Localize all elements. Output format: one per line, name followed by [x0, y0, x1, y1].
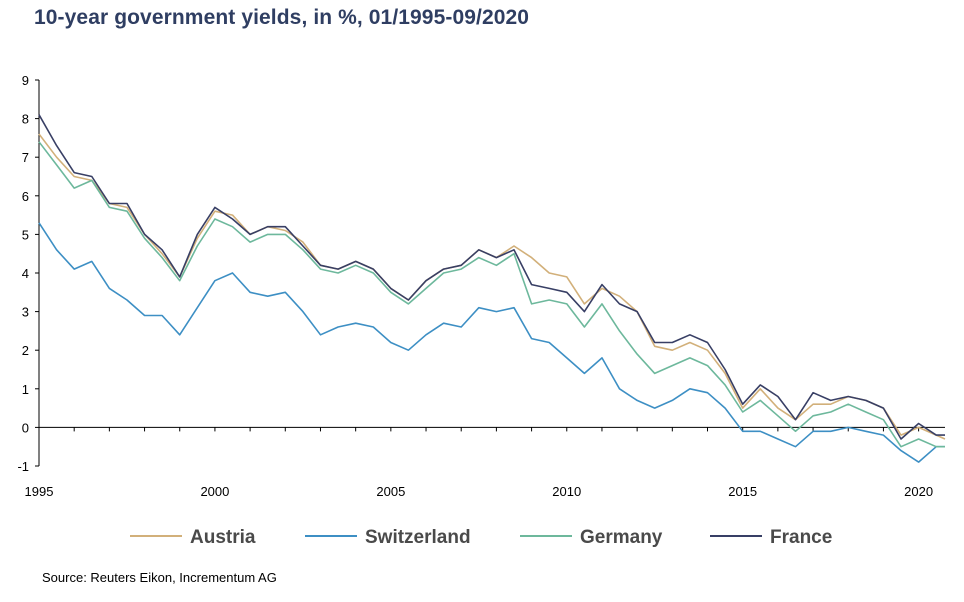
y-tick-label: 0 [22, 420, 29, 435]
series-lines [38, 114, 946, 463]
legend: Austria Switzerland Germany France [130, 527, 832, 548]
y-tick-label: 2 [22, 343, 29, 358]
x-tick-label: 2005 [376, 484, 405, 499]
axes: -1 0 1 2 3 4 5 6 7 8 9 1995 2000 2005 2010 2015 2020 [17, 73, 945, 499]
x-tick-label: 2010 [552, 484, 581, 499]
x-tick-label: 2015 [728, 484, 757, 499]
legend-label: Germany [580, 527, 663, 548]
y-tick-label: 5 [22, 227, 29, 242]
y-tick-label: 3 [22, 305, 29, 320]
series-line-switzerland [38, 222, 945, 463]
y-tick-label: 6 [22, 189, 29, 204]
y-tick-label: -1 [17, 459, 29, 474]
x-tick-label: 1995 [25, 484, 54, 499]
legend-label: Switzerland [365, 527, 471, 548]
x-tick-label: 2000 [200, 484, 229, 499]
source-note: Source: Reuters Eikon, Incrementum AG [42, 570, 277, 585]
legend-label: France [770, 527, 832, 548]
chart-title: 10-year government yields, in %, 01/1995… [34, 6, 530, 29]
y-tick-label: 9 [22, 73, 29, 88]
legend-label: Austria [190, 527, 256, 548]
y-tick-label: 8 [22, 112, 29, 127]
x-tick-label: 2020 [904, 484, 933, 499]
y-tick-label: 7 [22, 150, 29, 165]
series-line-germany [38, 141, 945, 448]
y-tick-label: 1 [22, 382, 29, 397]
series-line-france [38, 114, 945, 440]
series-line-austria [38, 133, 946, 440]
y-tick-label: 4 [22, 266, 29, 281]
